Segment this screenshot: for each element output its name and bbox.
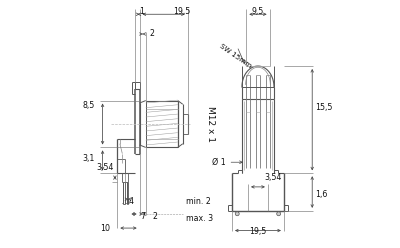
Text: 19,5: 19,5 [173,7,190,16]
Text: 8,5: 8,5 [83,101,95,110]
Text: max. 3: max. 3 [186,215,214,223]
Text: 7: 7 [140,212,145,221]
Text: Ø 1: Ø 1 [212,158,226,167]
Text: 4: 4 [129,197,134,206]
Circle shape [235,212,239,216]
Text: 9,5: 9,5 [252,7,264,16]
Text: SW 15mm: SW 15mm [219,43,253,69]
Text: 1,6: 1,6 [316,190,328,199]
Text: 1: 1 [139,7,144,16]
Text: 3,54: 3,54 [264,173,282,182]
Text: 3,54: 3,54 [96,163,114,172]
Text: M12 x 1: M12 x 1 [206,106,215,142]
Text: 2: 2 [153,212,158,221]
Text: 10: 10 [100,224,110,233]
Text: min. 2: min. 2 [186,197,211,206]
Text: 19,5: 19,5 [249,227,266,236]
Text: 2: 2 [150,30,154,38]
Text: 3,1: 3,1 [83,154,95,163]
Text: 15,5: 15,5 [316,103,333,113]
Circle shape [277,212,281,216]
